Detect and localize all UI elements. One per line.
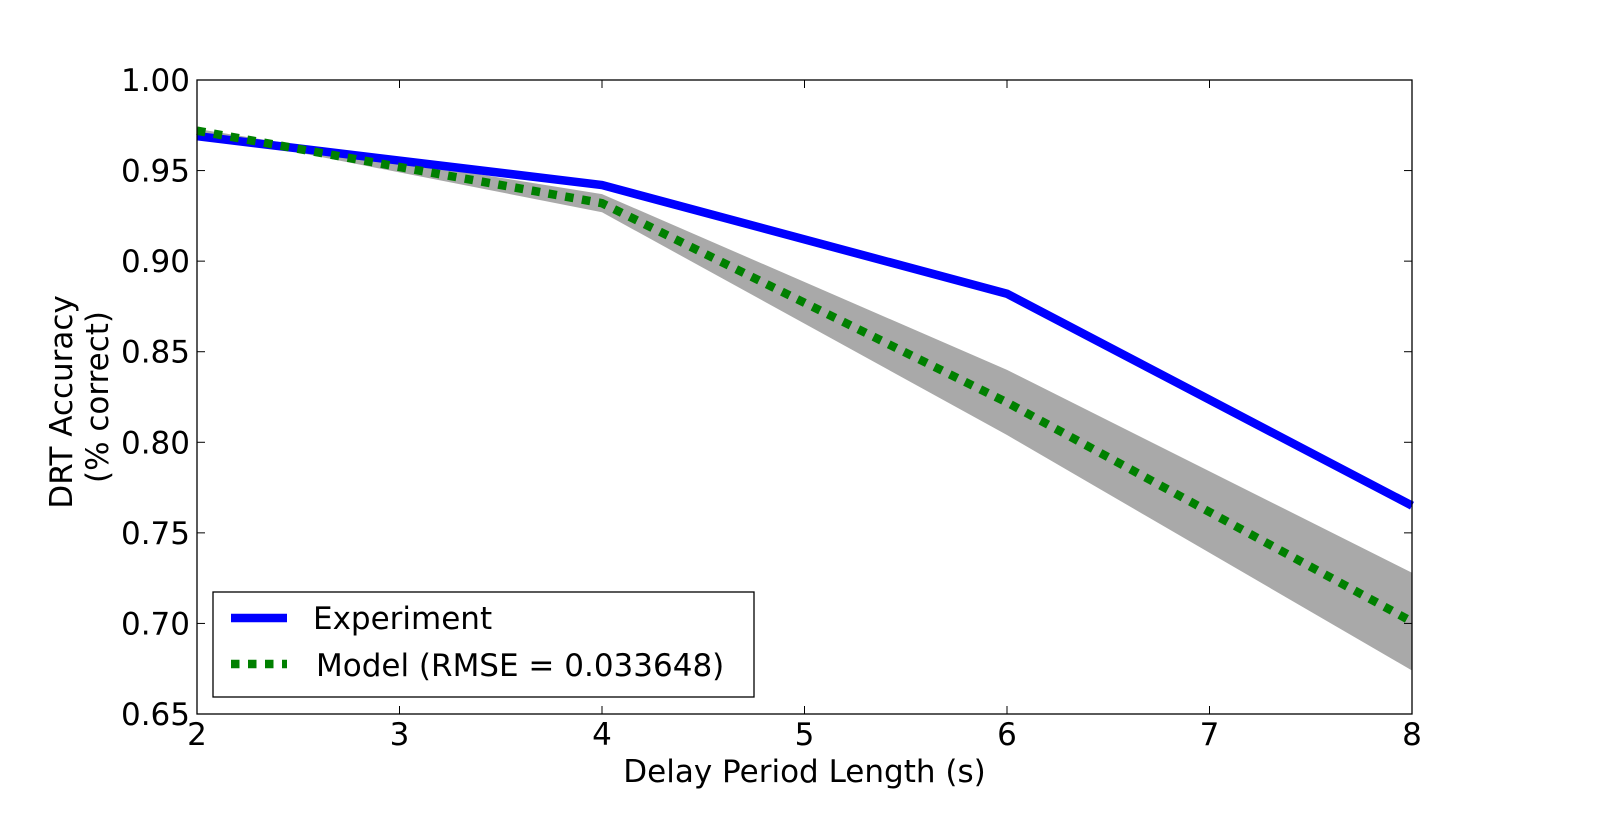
x-tick-label: 7 (1200, 717, 1220, 753)
y-axis-label-line-1: DRT Accuracy (44, 295, 80, 508)
x-tick-label: 2 (187, 717, 207, 753)
y-tick-label: 0.95 (121, 154, 190, 190)
legend-label-experiment: Experiment (313, 601, 492, 637)
x-axis-label: Delay Period Length (s) (623, 754, 985, 790)
y-tick-label: 0.65 (121, 697, 190, 733)
y-tick-label: 0.80 (121, 425, 190, 461)
model-confidence-band (197, 128, 1412, 671)
x-tick-label: 8 (1402, 717, 1422, 753)
x-tick-label: 4 (592, 717, 612, 753)
x-tick-label: 6 (997, 717, 1017, 753)
series-line-model (196, 126, 1415, 626)
legend: Experiment Model (RMSE = 0.033648) (212, 591, 755, 698)
y-tick-label: 1.00 (121, 63, 190, 99)
y-tick-label: 0.75 (121, 516, 190, 552)
x-tick-label: 3 (390, 717, 410, 753)
plot-area (196, 126, 1415, 671)
legend-box (212, 591, 755, 698)
y-axis-label-line-2: (% correct) (80, 311, 116, 483)
axis-ticks: 2 3 4 5 6 7 8 0.65 0.70 0.75 0.80 0.85 0.90 0.95 1.00 (121, 63, 1422, 753)
y-tick-label: 0.90 (121, 244, 190, 280)
y-tick-label: 0.70 (121, 606, 190, 642)
y-axis-label: DRT Accuracy (% correct) (44, 285, 116, 508)
x-tick-label: 5 (795, 717, 815, 753)
y-tick-label: 0.85 (121, 335, 190, 371)
legend-label-model: Model (RMSE = 0.033648) (316, 648, 724, 684)
series-line-experiment (196, 131, 1414, 510)
